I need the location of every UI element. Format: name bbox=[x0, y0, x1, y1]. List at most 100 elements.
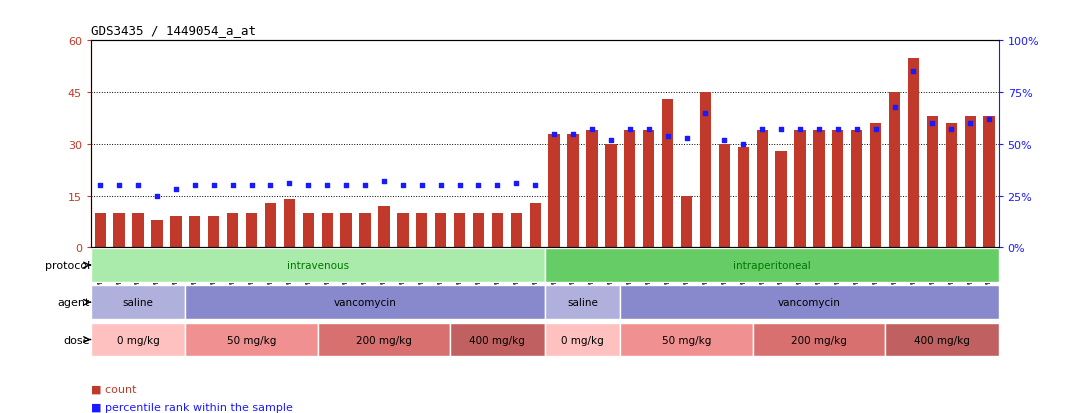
Text: 400 mg/kg: 400 mg/kg bbox=[470, 335, 525, 345]
Text: saline: saline bbox=[567, 297, 598, 308]
Text: agent: agent bbox=[58, 297, 90, 308]
Point bbox=[754, 127, 771, 133]
Bar bbox=[549, 134, 560, 248]
Bar bbox=[832, 131, 844, 248]
Bar bbox=[624, 131, 635, 248]
Point bbox=[224, 183, 241, 189]
Bar bbox=[132, 214, 144, 248]
Point bbox=[811, 127, 828, 133]
Text: 200 mg/kg: 200 mg/kg bbox=[791, 335, 847, 345]
Point bbox=[602, 137, 619, 144]
Bar bbox=[186, 286, 545, 319]
Bar bbox=[753, 323, 885, 356]
Bar bbox=[945, 124, 957, 248]
Point bbox=[148, 193, 166, 199]
Bar bbox=[700, 93, 711, 248]
Bar bbox=[719, 145, 731, 248]
Bar bbox=[813, 131, 824, 248]
Point bbox=[92, 183, 109, 189]
Bar bbox=[91, 249, 545, 282]
Text: 400 mg/kg: 400 mg/kg bbox=[914, 335, 970, 345]
Bar bbox=[795, 131, 805, 248]
Point bbox=[470, 183, 487, 189]
Point bbox=[678, 135, 695, 142]
Bar bbox=[341, 214, 351, 248]
Point bbox=[300, 183, 317, 189]
Bar bbox=[889, 93, 900, 248]
Bar bbox=[227, 214, 238, 248]
Bar bbox=[756, 131, 768, 248]
Point bbox=[375, 178, 392, 185]
Text: protocol: protocol bbox=[45, 260, 90, 271]
Text: saline: saline bbox=[123, 297, 154, 308]
Point bbox=[905, 69, 922, 76]
Point bbox=[527, 183, 544, 189]
Bar bbox=[189, 217, 201, 248]
Bar bbox=[208, 217, 219, 248]
Bar bbox=[885, 323, 999, 356]
Point bbox=[337, 183, 355, 189]
Bar bbox=[530, 203, 540, 248]
Point bbox=[980, 116, 998, 123]
Bar bbox=[265, 203, 277, 248]
Bar bbox=[545, 323, 621, 356]
Bar bbox=[454, 214, 466, 248]
Bar bbox=[435, 214, 446, 248]
Text: intravenous: intravenous bbox=[286, 260, 349, 271]
Bar bbox=[586, 131, 598, 248]
Bar bbox=[359, 214, 371, 248]
Bar bbox=[964, 117, 976, 248]
Point bbox=[659, 133, 676, 140]
Bar bbox=[643, 131, 655, 248]
Bar bbox=[318, 323, 450, 356]
Bar bbox=[473, 214, 484, 248]
Bar bbox=[302, 214, 314, 248]
Bar bbox=[284, 199, 295, 248]
Point bbox=[489, 183, 506, 189]
Text: 0 mg/kg: 0 mg/kg bbox=[116, 335, 159, 345]
Text: 0 mg/kg: 0 mg/kg bbox=[561, 335, 603, 345]
Point bbox=[281, 180, 298, 187]
Point bbox=[961, 121, 978, 127]
Bar bbox=[95, 214, 106, 248]
Point bbox=[168, 187, 185, 193]
Point bbox=[451, 183, 468, 189]
Bar bbox=[91, 286, 186, 319]
Bar bbox=[321, 214, 333, 248]
Point bbox=[129, 183, 146, 189]
Point bbox=[583, 127, 600, 133]
Text: 50 mg/kg: 50 mg/kg bbox=[226, 335, 277, 345]
Bar bbox=[870, 124, 881, 248]
Point bbox=[507, 180, 524, 187]
Text: intraperitoneal: intraperitoneal bbox=[733, 260, 811, 271]
Point bbox=[433, 183, 450, 189]
Bar bbox=[397, 214, 408, 248]
Bar bbox=[511, 214, 522, 248]
Point bbox=[318, 183, 335, 189]
Bar bbox=[621, 323, 753, 356]
Text: vancomycin: vancomycin bbox=[333, 297, 396, 308]
Bar bbox=[908, 59, 920, 248]
Text: 50 mg/kg: 50 mg/kg bbox=[662, 335, 711, 345]
Bar bbox=[246, 214, 257, 248]
Text: ■ percentile rank within the sample: ■ percentile rank within the sample bbox=[91, 402, 293, 412]
Point bbox=[111, 183, 128, 189]
Point bbox=[186, 183, 203, 189]
Bar bbox=[170, 217, 182, 248]
Bar bbox=[113, 214, 125, 248]
Bar bbox=[851, 131, 863, 248]
Point bbox=[357, 183, 374, 189]
Point bbox=[697, 110, 714, 117]
Bar bbox=[491, 214, 503, 248]
Bar bbox=[545, 286, 621, 319]
Text: 200 mg/kg: 200 mg/kg bbox=[356, 335, 412, 345]
Point bbox=[886, 104, 904, 111]
Text: vancomycin: vancomycin bbox=[778, 297, 841, 308]
Point bbox=[413, 183, 430, 189]
Point bbox=[943, 127, 960, 133]
Bar bbox=[417, 214, 427, 248]
Bar bbox=[450, 323, 545, 356]
Bar bbox=[662, 100, 673, 248]
Bar bbox=[775, 152, 787, 248]
Bar bbox=[91, 323, 186, 356]
